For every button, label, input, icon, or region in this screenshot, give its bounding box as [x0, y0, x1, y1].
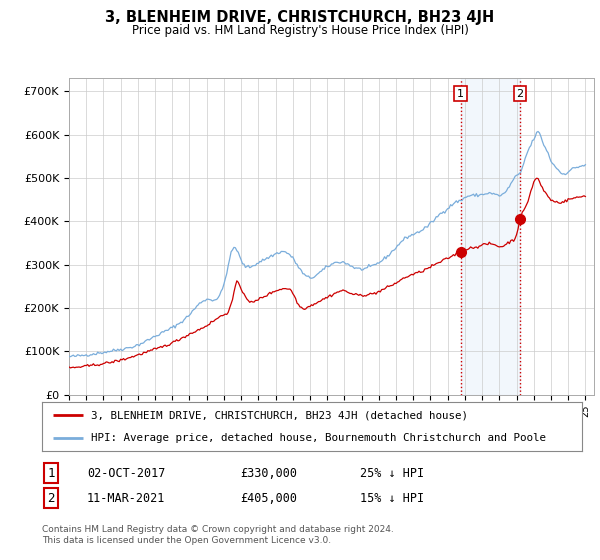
Text: 1: 1: [457, 88, 464, 99]
Bar: [461, 78, 520, 395]
Text: 3, BLENHEIM DRIVE, CHRISTCHURCH, BH23 4JH (detached house): 3, BLENHEIM DRIVE, CHRISTCHURCH, BH23 4J…: [91, 410, 467, 421]
Text: £330,000: £330,000: [240, 466, 297, 480]
Text: Price paid vs. HM Land Registry's House Price Index (HPI): Price paid vs. HM Land Registry's House …: [131, 24, 469, 36]
Text: Contains HM Land Registry data © Crown copyright and database right 2024.
This d: Contains HM Land Registry data © Crown c…: [42, 525, 394, 545]
Text: 1: 1: [47, 466, 55, 480]
Text: 2: 2: [47, 492, 55, 505]
Text: 3, BLENHEIM DRIVE, CHRISTCHURCH, BH23 4JH: 3, BLENHEIM DRIVE, CHRISTCHURCH, BH23 4J…: [106, 10, 494, 25]
Text: 11-MAR-2021: 11-MAR-2021: [87, 492, 166, 505]
Text: £405,000: £405,000: [240, 492, 297, 505]
Text: HPI: Average price, detached house, Bournemouth Christchurch and Poole: HPI: Average price, detached house, Bour…: [91, 433, 545, 444]
Text: 25% ↓ HPI: 25% ↓ HPI: [360, 466, 424, 480]
Text: 02-OCT-2017: 02-OCT-2017: [87, 466, 166, 480]
Text: 15% ↓ HPI: 15% ↓ HPI: [360, 492, 424, 505]
Text: 2: 2: [517, 88, 524, 99]
